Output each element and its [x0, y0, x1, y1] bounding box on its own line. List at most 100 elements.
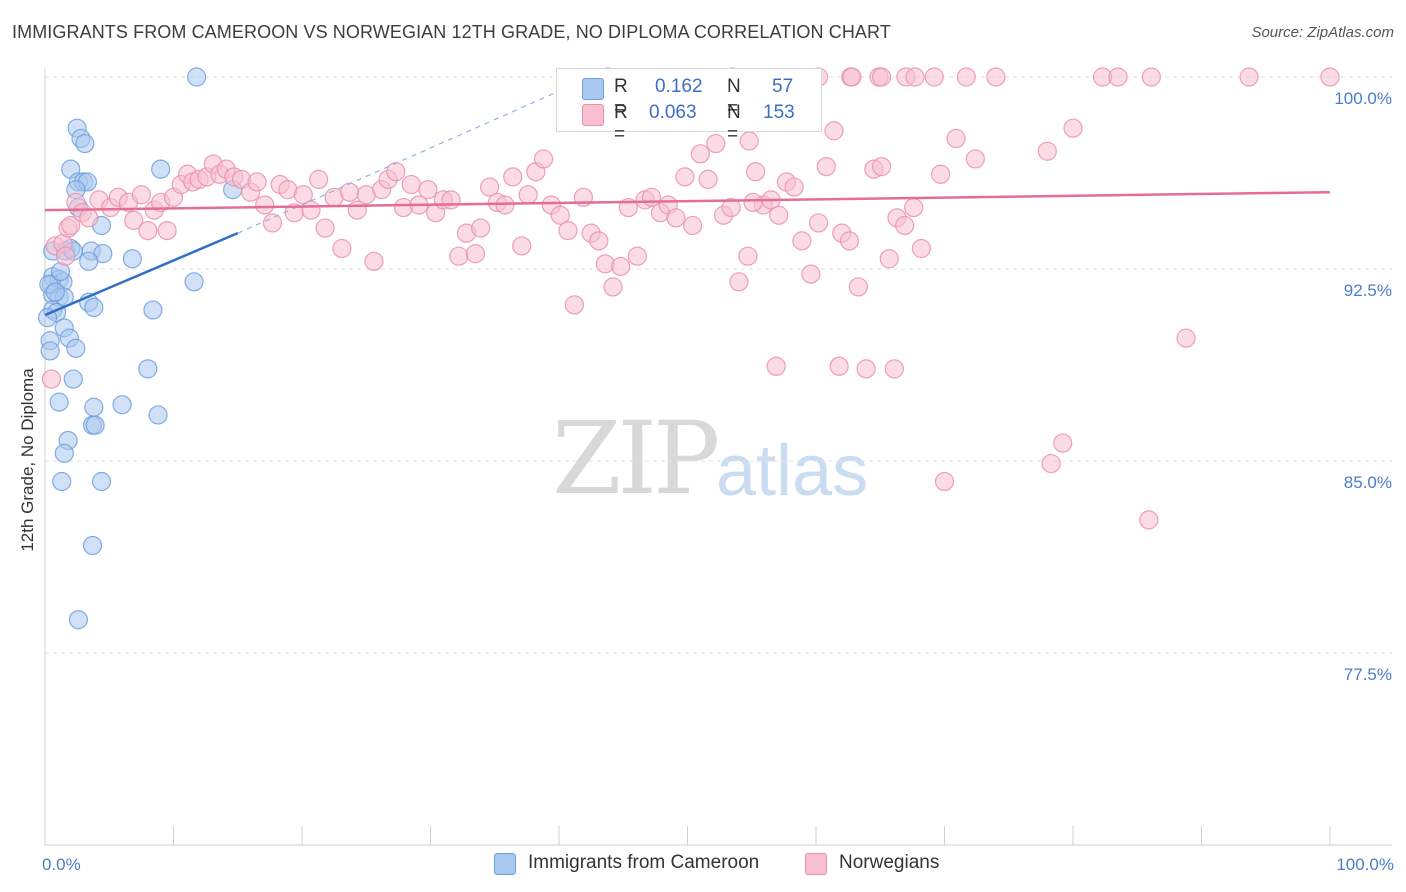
data-point: [40, 341, 60, 361]
data-point: [148, 405, 168, 425]
data-point: [55, 246, 76, 266]
legend-swatch-cameroon: [582, 78, 604, 100]
data-point: [82, 535, 103, 556]
data-point: [842, 67, 862, 87]
data-point: [52, 471, 72, 492]
data-point: [808, 213, 829, 233]
data-point: [884, 359, 904, 379]
data-point: [339, 182, 360, 202]
data-point: [184, 272, 204, 292]
data-point: [690, 144, 710, 164]
data-point: [946, 128, 966, 149]
data-point: [41, 369, 62, 389]
data-point: [143, 300, 163, 320]
data-point: [904, 197, 924, 218]
data-point: [848, 277, 869, 297]
data-point: [839, 231, 860, 251]
bottom-legend-label-cameroon: Immigrants from Cameroon: [528, 852, 760, 873]
x-tick-label: 0.0%: [42, 855, 81, 874]
data-point: [911, 238, 931, 259]
data-point: [792, 231, 812, 251]
data-point: [1141, 67, 1161, 87]
data-point: [683, 215, 703, 236]
data-point: [721, 197, 741, 218]
correlation-legend: R = 0.162 N = 57 R = 0.063 N = 153: [556, 68, 822, 145]
data-point: [247, 172, 267, 192]
axis-labels: 100.0% 92.5% 85.0% 77.5% 0.0% 100.0% 12th Grad…: [18, 89, 1394, 874]
y-tick-label: 77.5%: [1344, 665, 1392, 684]
data-point: [364, 251, 384, 271]
axes: [44, 68, 1392, 846]
data-point: [1063, 118, 1083, 138]
data-point: [879, 249, 899, 269]
data-point: [401, 174, 421, 195]
data-point: [1037, 141, 1057, 161]
data-point: [157, 221, 177, 241]
data-point: [187, 67, 207, 87]
data-point: [255, 195, 275, 215]
data-point: [49, 392, 69, 412]
source-label: Source: ZipAtlas.com: [1251, 24, 1394, 41]
legend-n-value: 57: [772, 76, 794, 97]
data-point: [1108, 67, 1128, 87]
data-point: [54, 443, 74, 463]
legend-r-value: 0.063: [649, 102, 697, 123]
data-point: [61, 215, 81, 236]
data-point: [871, 67, 892, 87]
data-point: [905, 67, 925, 87]
data-point: [332, 238, 352, 259]
data-point: [706, 133, 726, 154]
data-point: [769, 205, 789, 225]
bottom-legend-swatch-norwegians: [805, 853, 827, 875]
y-axis-label: 12th Grade, No Diploma: [18, 368, 37, 552]
data-point: [1139, 510, 1159, 530]
data-point: [1053, 433, 1073, 453]
y-tick-label: 85.0%: [1344, 473, 1392, 492]
data-point: [45, 282, 65, 302]
data-point: [924, 67, 944, 87]
data-point: [84, 397, 104, 417]
data-point: [512, 236, 532, 256]
data-point: [564, 295, 585, 315]
data-point: [675, 167, 695, 187]
data-point: [739, 131, 759, 151]
data-point: [965, 149, 985, 169]
legend-n-label: N =: [727, 102, 741, 145]
watermark-atlas: atlas: [716, 431, 869, 511]
trend-line-cameroon: [44, 232, 239, 317]
data-point: [441, 190, 461, 210]
data-point: [131, 185, 151, 205]
data-point: [986, 67, 1006, 87]
data-point: [895, 215, 915, 236]
x-tick-label: 100.0%: [1336, 855, 1394, 874]
data-point: [666, 208, 686, 228]
data-point: [1239, 67, 1259, 87]
data-point: [1041, 453, 1061, 474]
data-point: [122, 249, 142, 269]
data-point: [603, 277, 623, 297]
watermark-zip: ZIP: [552, 400, 720, 517]
data-point: [85, 415, 105, 435]
data-point: [766, 356, 786, 376]
legend-r-label: R =: [614, 76, 628, 119]
series-norwegians: [41, 67, 1340, 530]
data-point: [1320, 67, 1340, 87]
data-point: [471, 218, 491, 238]
data-point: [91, 471, 112, 492]
data-point: [63, 369, 83, 389]
data-point: [79, 251, 99, 271]
data-point: [856, 359, 876, 379]
data-point: [934, 471, 955, 492]
data-point: [956, 67, 976, 87]
grid-lines: [45, 76, 1392, 654]
chart-title: IMMIGRANTS FROM CAMEROON VS NORWEGIAN 12…: [12, 22, 891, 42]
data-point: [262, 213, 283, 233]
data-point: [75, 133, 95, 154]
data-point: [386, 162, 406, 182]
data-point: [79, 208, 99, 228]
data-point: [465, 244, 486, 264]
data-point: [729, 272, 749, 292]
data-point: [138, 221, 158, 241]
legend-n-label: N =: [727, 76, 741, 119]
